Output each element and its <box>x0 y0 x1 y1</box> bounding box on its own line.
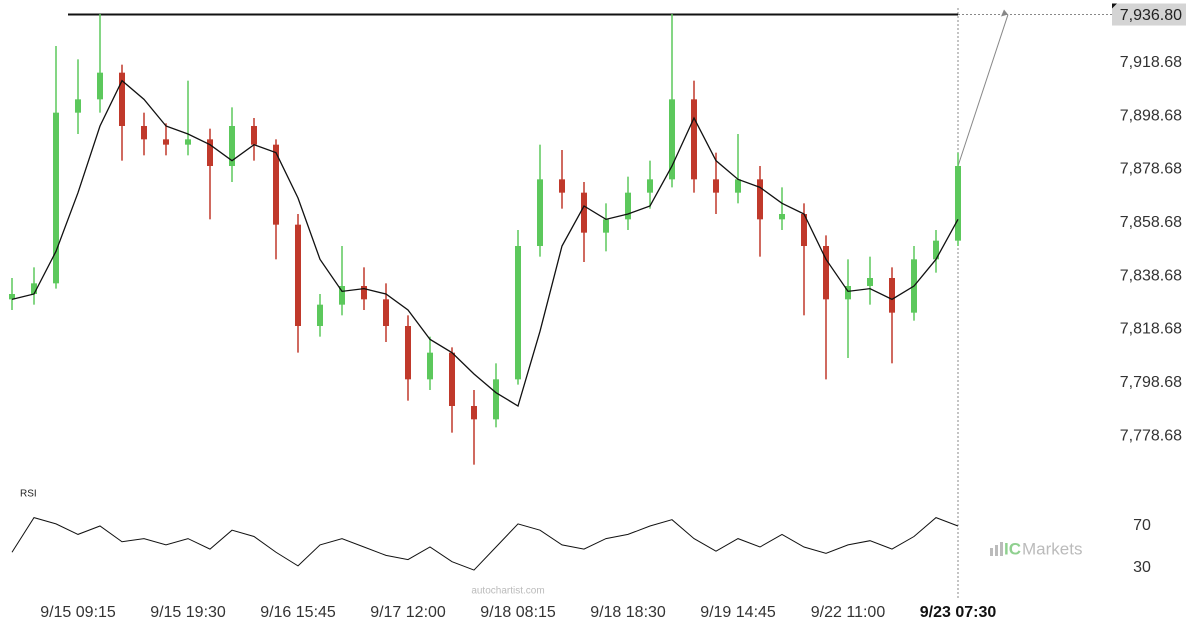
level-label-pointer <box>1112 3 1117 9</box>
forecast-arrow <box>957 14 1009 167</box>
candle-body <box>867 278 873 286</box>
logo-prefix: IC <box>1004 539 1021 558</box>
candle-body <box>493 379 499 420</box>
candle-body <box>691 99 697 180</box>
candle-body <box>207 139 213 166</box>
y-tick-label: 7,838.68 <box>1120 267 1182 284</box>
candle-body <box>845 286 851 300</box>
candle-body <box>669 99 675 180</box>
candle-body <box>713 179 719 193</box>
candle-body <box>427 352 433 380</box>
candle-body <box>31 283 37 294</box>
x-tick-label: 9/19 14:45 <box>700 604 776 621</box>
y-tick-label: 7,798.68 <box>1120 374 1182 391</box>
logo-bar <box>995 545 998 556</box>
candle-body <box>339 286 345 305</box>
rsi-line <box>11 517 959 571</box>
x-tick-label: 9/16 15:45 <box>260 604 336 621</box>
x-tick-label: 9/18 18:30 <box>590 604 666 621</box>
rsi-tick-label: 30 <box>1133 559 1151 576</box>
candle-body <box>801 214 807 246</box>
candle-body <box>317 304 323 326</box>
arrow-head <box>1001 9 1008 17</box>
candle-body <box>581 192 587 233</box>
x-tick-label: 9/15 19:30 <box>150 604 226 621</box>
x-tick-label: 9/17 12:00 <box>370 604 446 621</box>
candle-body <box>933 240 939 260</box>
candle-body <box>251 126 257 145</box>
x-tick-label: 9/22 11:00 <box>811 604 886 621</box>
x-tick-label: 9/15 09:15 <box>40 604 116 621</box>
candle-body <box>889 278 895 313</box>
candle-body <box>97 72 103 100</box>
candle-body <box>229 126 235 166</box>
candle-body <box>779 214 785 220</box>
x-tick-label: 9/23 07:30 <box>920 604 997 621</box>
candle-body <box>471 406 477 420</box>
candle-body <box>141 126 147 140</box>
candle-body <box>75 99 81 113</box>
rsi-tick-label: 70 <box>1133 517 1151 534</box>
candle-body <box>53 112 59 284</box>
candle-body <box>383 299 389 326</box>
logo-bar <box>990 548 993 556</box>
y-tick-label: 7,898.68 <box>1120 107 1182 124</box>
candle-body <box>559 179 565 193</box>
candle-body <box>119 72 125 126</box>
candle-body <box>757 179 763 220</box>
y-tick-label: 7,778.68 <box>1120 427 1182 444</box>
candle-body <box>603 219 609 233</box>
y-tick-label: 7,918.68 <box>1120 54 1182 71</box>
logo-suffix: Markets <box>1022 539 1082 558</box>
x-tick-label: 9/18 08:15 <box>480 604 556 621</box>
y-tick-label: 7,878.68 <box>1120 161 1182 178</box>
logo-bar <box>1000 542 1003 556</box>
moving-average <box>11 79 959 407</box>
y-tick-label: 7,818.68 <box>1120 321 1182 338</box>
candle-body <box>515 246 521 380</box>
candle-body <box>405 326 411 380</box>
candle-body <box>273 144 279 225</box>
level-label-box <box>1112 3 1186 26</box>
candle-body <box>295 224 301 326</box>
watermark: autochartist.com <box>471 586 544 597</box>
level-label: 7,936.80 <box>1120 7 1182 24</box>
rsi-title: RSI <box>20 489 37 500</box>
candle-body <box>625 192 631 220</box>
logo: IC Markets <box>990 539 1082 558</box>
candle-body <box>361 286 367 300</box>
candle-body <box>163 139 169 145</box>
y-tick-label: 7,858.68 <box>1120 214 1182 231</box>
candle-body <box>823 246 829 300</box>
candle-body <box>537 179 543 246</box>
candle-body <box>185 139 191 145</box>
candle-body <box>955 166 961 241</box>
candle-body <box>449 352 455 406</box>
candle-body <box>647 179 653 193</box>
candle-body <box>9 294 15 300</box>
candle-body <box>735 179 741 193</box>
